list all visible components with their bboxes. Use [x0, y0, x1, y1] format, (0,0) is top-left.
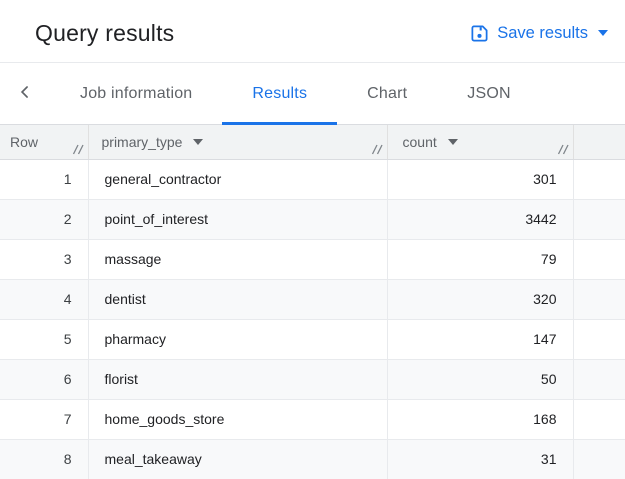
save-results-label: Save results — [497, 23, 588, 42]
column-resize-icon[interactable] — [557, 144, 570, 155]
primary-type-cell: point_of_interest — [88, 199, 388, 240]
row-number-cell: 2 — [0, 199, 89, 240]
primary-type-cell: home_goods_store — [88, 399, 388, 440]
row-number-cell: 5 — [0, 319, 89, 360]
column-label-row: Row — [10, 133, 39, 150]
primary-type-cell: meal_takeaway — [88, 439, 388, 479]
column-label-count: count — [402, 133, 437, 150]
count-cell: 79 — [387, 239, 574, 280]
save-icon — [470, 24, 489, 43]
primary-type-cell: general_contractor — [88, 159, 388, 200]
table-row: 8 meal_takeaway 31 — [0, 439, 625, 479]
row-number-cell: 4 — [0, 279, 89, 320]
row-number-cell: 7 — [0, 399, 89, 440]
table-row: 7 home_goods_store 168 — [0, 399, 625, 440]
title-bar: Query results Save results — [0, 0, 625, 63]
tab-results[interactable]: Results — [222, 63, 337, 125]
sort-caret-down-icon[interactable] — [447, 138, 458, 145]
primary-type-cell: florist — [88, 359, 388, 400]
extra-cell — [573, 279, 625, 320]
column-header-extra — [573, 125, 625, 160]
extra-cell — [573, 239, 625, 280]
table-row: 2 point_of_interest 3442 — [0, 199, 625, 240]
row-number-cell: 6 — [0, 359, 89, 400]
count-cell: 50 — [387, 359, 574, 400]
column-header-count: count — [387, 125, 574, 160]
sort-caret-down-icon[interactable] — [193, 138, 204, 145]
count-cell: 301 — [387, 159, 574, 200]
save-results-button[interactable]: Save results — [470, 24, 608, 43]
scroll-tabs-left-button[interactable] — [0, 63, 50, 124]
row-number-cell: 1 — [0, 159, 89, 200]
extra-cell — [573, 319, 625, 360]
count-cell: 320 — [387, 279, 574, 320]
chevron-left-icon — [15, 82, 35, 105]
row-number-cell: 8 — [0, 439, 89, 479]
results-table: Row primary_type — [0, 125, 625, 479]
results-table-header: Row primary_type — [0, 125, 625, 160]
column-header-primary-type: primary_type — [88, 125, 388, 160]
table-row: 3 massage 79 — [0, 239, 625, 280]
tab-job-information[interactable]: Job information — [50, 63, 222, 124]
primary-type-cell: dentist — [88, 279, 388, 320]
table-row: 6 florist 50 — [0, 359, 625, 400]
primary-type-cell: pharmacy — [88, 319, 388, 360]
column-header-row: Row — [0, 125, 89, 160]
count-cell: 147 — [387, 319, 574, 360]
column-resize-icon[interactable] — [72, 144, 85, 155]
tab-json[interactable]: JSON — [437, 63, 540, 124]
extra-cell — [573, 399, 625, 440]
count-cell: 168 — [387, 399, 574, 440]
tab-bar: Job information Results Chart JSON — [0, 63, 625, 125]
page-title: Query results — [35, 19, 175, 46]
extra-cell — [573, 159, 625, 200]
extra-cell — [573, 359, 625, 400]
count-cell: 31 — [387, 439, 574, 479]
table-row: 5 pharmacy 147 — [0, 319, 625, 360]
extra-cell — [573, 199, 625, 240]
table-row: 4 dentist 320 — [0, 279, 625, 320]
table-row: 1 general_contractor 301 — [0, 159, 625, 200]
extra-cell — [573, 439, 625, 479]
primary-type-cell: massage — [88, 239, 388, 280]
tab-chart[interactable]: Chart — [337, 63, 437, 124]
row-number-cell: 3 — [0, 239, 89, 280]
count-cell: 3442 — [387, 199, 574, 240]
column-resize-icon[interactable] — [371, 144, 384, 155]
column-label-primary-type: primary_type — [101, 133, 183, 150]
results-table-body: 1 general_contractor 301 2 point_of_inte… — [0, 159, 625, 479]
caret-down-icon — [598, 30, 608, 36]
